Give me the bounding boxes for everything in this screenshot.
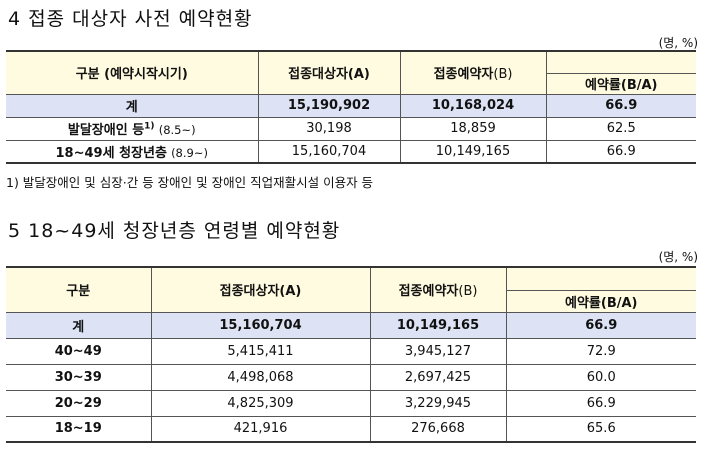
row-target: 15,190,902: [257, 93, 401, 118]
row-label: 계: [6, 311, 152, 339]
row-label: 30~39: [6, 363, 152, 391]
row-target: 4,498,068: [150, 363, 371, 391]
header-reserved-suffix: (B): [458, 284, 478, 300]
row-label: 계: [6, 93, 259, 118]
row-rate: 62.5: [545, 116, 696, 141]
header-reserved: 접종예약자(B): [399, 50, 547, 95]
row-rate: 66.9: [545, 139, 696, 164]
row-target: 421,916: [150, 415, 371, 443]
row-label-cell: 18~49세 청장년층 (8.9~): [6, 139, 259, 164]
row-rate: 72.9: [505, 337, 696, 365]
header-reserved: 접종예약자(B): [369, 266, 507, 313]
table-header-row: 구분 접종대상자(A) 접종예약자(B): [6, 266, 696, 313]
row-rate: 66.9: [545, 93, 696, 118]
row-label: 발달장애인 등: [67, 123, 145, 138]
header-target: 접종대상자(A): [257, 50, 401, 95]
section5-title: 5 18~49세 청장년층 연령별 예약현황: [8, 220, 341, 242]
row-label-cell: 발달장애인 등1) (8.5~): [6, 116, 259, 141]
row-target: 15,160,704: [150, 311, 371, 339]
row-target: 30,198: [257, 116, 401, 141]
row-rate: 66.9: [505, 311, 696, 339]
footnote-marker: 1): [144, 121, 155, 132]
reservation-table: 구분 (예약시작시기) 접종대상자(A) 접종예약자(B) 예약률(B/A) 계…: [6, 50, 696, 164]
header-rate: 예약률(B/A): [546, 72, 696, 95]
table-row: 18~19 421,916 276,668 65.6: [6, 415, 696, 443]
section5-unit: (명, %): [658, 250, 698, 264]
header-rate: 예약률(B/A): [506, 289, 696, 313]
row-reserved: 10,149,165: [369, 311, 507, 339]
table-row: 30~39 4,498,068 2,697,425 60.0: [6, 363, 696, 391]
row-reserved: 18,859: [399, 116, 547, 141]
table-header-subrow: 예약률(B/A): [6, 289, 696, 313]
row-rate: 60.0: [505, 363, 696, 391]
row-target: 5,415,411: [150, 337, 371, 365]
row-reserved: 10,168,024: [399, 93, 547, 118]
row-rate: 65.6: [505, 415, 696, 443]
age-reservation-table: 구분 접종대상자(A) 접종예약자(B) 예약률(B/A) 계 15,160,7…: [6, 266, 696, 443]
row-target: 4,825,309: [150, 389, 371, 417]
header-reserved-main: 접종예약자: [433, 67, 494, 83]
row-reserved: 10,149,165: [399, 139, 547, 164]
header-blank: [505, 266, 696, 291]
row-label: 20~29: [6, 389, 152, 417]
table-row: 20~29 4,825,309 3,229,945 66.9: [6, 389, 696, 417]
row-label: 18~19: [6, 415, 152, 443]
header-target: 접종대상자(A): [150, 266, 371, 313]
table-header-row: 구분 (예약시작시기) 접종대상자(A) 접종예약자(B): [6, 50, 696, 95]
row-label-date: (8.5~): [158, 123, 196, 137]
table-row: 계 15,160,704 10,149,165 66.9: [6, 311, 696, 339]
header-category: 구분 (예약시작시기): [6, 50, 259, 95]
header-category: 구분: [6, 266, 152, 313]
row-reserved: 276,668: [369, 415, 507, 443]
row-label-date: (8.9~): [171, 145, 208, 160]
row-rate: 66.9: [505, 389, 696, 417]
row-reserved: 3,229,945: [369, 389, 507, 417]
section4-title: 4 접종 대상자 사전 예약현황: [8, 8, 253, 30]
table-row: 18~49세 청장년층 (8.9~) 15,160,704 10,149,165…: [6, 139, 696, 164]
footnote: 1) 발달장애인 및 심장·간 등 장애인 및 장애인 직업재활시설 이용자 등: [6, 175, 374, 190]
table-row: 계 15,190,902 10,168,024 66.9: [6, 93, 696, 118]
row-label: 18~49세 청장년층: [55, 145, 167, 161]
header-reserved-main: 접종예약자: [398, 284, 459, 300]
row-reserved: 2,697,425: [369, 363, 507, 391]
table-row: 발달장애인 등1) (8.5~) 30,198 18,859 62.5: [6, 116, 696, 141]
section4-unit: (명, %): [658, 36, 698, 50]
header-reserved-suffix: (B): [493, 67, 513, 83]
row-reserved: 3,945,127: [369, 337, 507, 365]
row-label: 40~49: [6, 337, 152, 365]
table-header-subrow: 예약률(B/A): [6, 72, 696, 95]
row-target: 15,160,704: [257, 139, 401, 164]
header-blank: [545, 50, 696, 74]
table-row: 40~49 5,415,411 3,945,127 72.9: [6, 337, 696, 365]
